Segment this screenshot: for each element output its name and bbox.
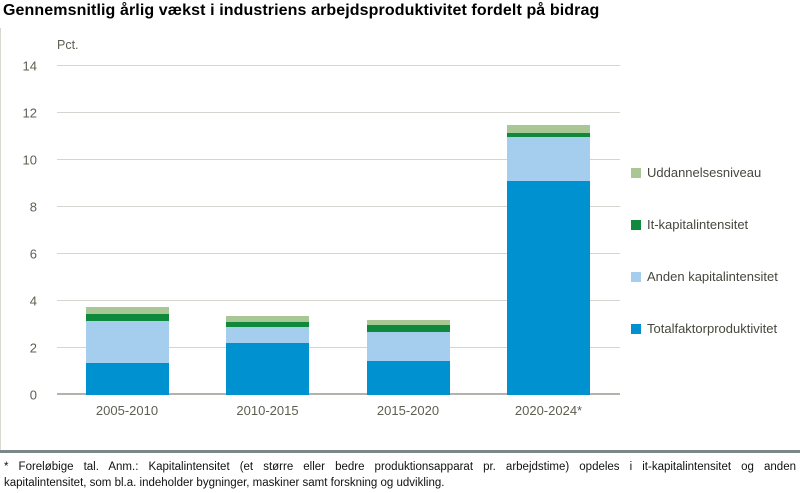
footnote-separator [0, 450, 800, 453]
legend-swatch-icon [631, 167, 641, 178]
y-axis-unit-label: Pct. [57, 38, 79, 52]
bar-segment-it-kapitalintensitet [507, 133, 590, 137]
legend-label: Anden kapitalintensitet [647, 269, 778, 284]
legend-swatch-icon [631, 271, 641, 282]
y-tick-label-8: 8 [29, 199, 37, 215]
legend-item-it-kapitalintensitet: It-kapitalintensitet [631, 217, 800, 232]
gridline-0 [57, 393, 620, 395]
bar-segment-anden-kapitalintensitet [366, 331, 450, 361]
bar-2015-2020 [366, 66, 450, 395]
bar-2005-2010 [85, 66, 169, 395]
bar-segment-it-kapitalintensitet [226, 322, 309, 327]
footnote-line-1: * Foreløbige tal. Anm.: Kapitalintensite… [4, 461, 796, 473]
bar-segment-uddannelsesniveau [85, 306, 169, 314]
gridline-12 [57, 112, 620, 113]
y-tick-label-6: 6 [29, 246, 37, 262]
x-tick-label-2020-2024*: 2020-2024* [514, 403, 583, 418]
bar-segment-uddannelsesniveau [366, 319, 450, 325]
bar-segment-it-kapitalintensitet [366, 324, 450, 332]
y-tick-label-14: 14 [22, 58, 37, 74]
y-tick-label-12: 12 [22, 105, 37, 121]
gridline-14 [57, 65, 620, 66]
bar-segment-totalfaktorproduktivitet [507, 181, 590, 395]
y-tick-label-10: 10 [22, 152, 37, 168]
footnote: * Foreløbige tal. Anm.: Kapitalintensite… [4, 459, 796, 491]
plot-area [57, 65, 620, 395]
gridline-2 [57, 347, 620, 348]
bar-segment-totalfaktorproduktivitet [366, 360, 450, 395]
bar-segment-totalfaktorproduktivitet [226, 343, 309, 395]
legend-label: Totalfaktorproduktivitet [647, 321, 778, 336]
legend-item-totalfaktorproduktivitet: Totalfaktorproduktivitet [631, 321, 800, 336]
left-edge-line [0, 28, 1, 451]
bar-segment-uddannelsesniveau [507, 124, 590, 133]
bar-segment-totalfaktorproduktivitet [85, 363, 169, 395]
gridline-6 [57, 253, 620, 254]
bar-segment-anden-kapitalintensitet [226, 326, 309, 344]
bar-2010-2015 [226, 66, 309, 395]
x-axis: 2005-2010 2010-2015 2015-2020 2020-2024* [0, 403, 800, 423]
y-tick-label-4: 4 [29, 293, 37, 309]
x-tick-label-2015-2020: 2015-2020 [376, 403, 440, 418]
legend-item-uddannelsesniveau: Uddannelsesniveau [631, 165, 800, 180]
legend-item-anden-kapitalintensitet: Anden kapitalintensitet [631, 269, 800, 284]
bar-segment-anden-kapitalintensitet [507, 136, 590, 182]
bar-segment-it-kapitalintensitet [85, 313, 169, 321]
legend-label: It-kapitalintensitet [647, 217, 749, 232]
gridline-10 [57, 159, 620, 160]
chart-title: Gennemsnitlig årlig vækst i industriens … [3, 2, 600, 19]
legend-swatch-icon [631, 219, 641, 230]
y-tick-label-0: 0 [29, 387, 37, 403]
y-axis: 0 2 4 6 8 10 12 14 [0, 60, 37, 402]
bar-segment-anden-kapitalintensitet [85, 320, 169, 364]
legend: Uddannelsesniveau It-kapitalintensitet And… [631, 165, 800, 373]
bar-2020-2024* [507, 66, 590, 395]
bar-segment-uddannelsesniveau [226, 316, 309, 323]
x-tick-label-2010-2015: 2010-2015 [236, 403, 299, 418]
y-tick-label-2: 2 [29, 340, 37, 356]
x-tick-label-2005-2010: 2005-2010 [95, 403, 159, 418]
footnote-line-2: kapitalintensitet, som bl.a. indeholder … [4, 477, 445, 490]
gridline-8 [57, 206, 620, 207]
gridline-4 [57, 300, 620, 301]
legend-label: Uddannelsesniveau [647, 165, 762, 180]
legend-swatch-icon [631, 323, 641, 334]
